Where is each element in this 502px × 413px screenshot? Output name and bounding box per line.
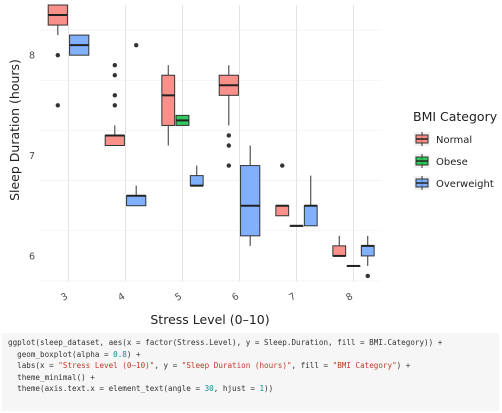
box-body (161, 74, 176, 126)
box-body (104, 134, 125, 147)
outlier-point (226, 163, 232, 168)
boxplot-obese-8 (346, 264, 361, 267)
code-line: theme_minimal() + (8, 372, 493, 384)
outlier-point (365, 273, 370, 279)
code-token: theme_minimal() + (8, 372, 95, 382)
code-token: , fill = (291, 361, 333, 371)
legend-items: Normal Obese Overweight (414, 132, 494, 190)
code-token: , hjust = (213, 384, 260, 394)
code-token: ) + (126, 349, 141, 359)
legend-label: Normal (436, 135, 472, 146)
outlier-point (226, 133, 232, 138)
code-token: labs(x = (8, 361, 59, 371)
x-tick-label: 3 (59, 291, 70, 304)
code-token: )) (264, 384, 274, 394)
x-axis-title: Stress Level (0–10) (150, 312, 269, 327)
box-body (332, 245, 347, 257)
code-token: 1 (259, 384, 265, 394)
outlier-point (112, 63, 118, 68)
boxplot-chart: 6 7 8 3 4 5 6 7 8 Stress Level (0–10) Sleep Dur… (7, 4, 498, 327)
box-body (303, 205, 318, 227)
legend-title: BMI Category (413, 109, 498, 124)
code-line: theme(axis.text.x = element_text(angle =… (8, 383, 493, 395)
x-tick-label: 5 (173, 291, 184, 304)
code-token: ) + (396, 361, 411, 371)
outlier-point (112, 103, 118, 108)
x-tick-label: 4 (116, 291, 127, 304)
boxplot-overweight-3 (69, 34, 90, 56)
code-token: , y = (154, 361, 182, 371)
outlier-point (55, 52, 61, 58)
boxplot-normal-7 (275, 163, 290, 217)
y-tick-label: 8 (29, 51, 35, 62)
code-line: ggplot(sleep_dataset, aes(x = factor(Str… (8, 337, 493, 349)
outlier-point (55, 103, 61, 108)
boxplot-overweight-5 (189, 165, 204, 187)
legend-item-overweight: Overweight (414, 176, 494, 190)
boxplot-obese-7 (289, 224, 304, 227)
x-tick-label: 7 (287, 291, 298, 304)
outlier-point (112, 93, 118, 98)
y-tick-label: 6 (29, 251, 35, 262)
x-tick-label: 6 (230, 291, 241, 304)
outlier-point (280, 163, 285, 168)
box-body (275, 205, 290, 217)
code-token: ggplot(sleep_dataset, aes(x = factor(Str… (8, 338, 443, 347)
code-line: geom_boxplot(alpha = 0.8) + (8, 349, 493, 361)
chart-canvas: 6 7 8 3 4 5 6 7 8 Stress Level (0–10) Sleep Dur… (7, 4, 498, 327)
box-marks (47, 4, 375, 279)
boxplot-overweight-7 (303, 175, 318, 227)
code-line: labs(x = "Stress Level (0–10)", y = "Sle… (8, 360, 493, 372)
code-token: "Stress Level (0–10)" (58, 361, 155, 371)
code-token: 0.8 (113, 349, 127, 359)
code-token: "Sleep Duration (hours)" (181, 361, 292, 371)
axes: 6 7 8 3 4 5 6 7 8 Stress Level (0–10) Sleep Dur… (7, 51, 355, 327)
outlier-point (112, 73, 118, 78)
boxplot-normal-8 (332, 235, 347, 257)
code-block: ggplot(sleep_dataset, aes(x = factor(Str… (2, 333, 499, 411)
y-tick-labels: 6 7 8 (29, 51, 35, 263)
legend-item-normal: Normal (414, 132, 472, 146)
y-tick-label: 7 (29, 151, 35, 162)
legend-label: Obese (436, 157, 468, 168)
code-token: theme(axis.text.x = element_text(angle = (8, 384, 205, 394)
code-token: geom_boxplot(alpha = (8, 349, 114, 359)
boxplot-overweight-8 (360, 235, 375, 279)
boxplot-normal-3 (47, 4, 68, 108)
box-body (126, 195, 147, 207)
y-axis-title: Sleep Duration (hours) (7, 59, 22, 201)
boxplot-overweight-4 (126, 42, 147, 207)
outlier-point (226, 143, 232, 148)
legend-item-obese: Obese (414, 154, 468, 168)
box-body (360, 245, 375, 257)
boxplot-obese-5 (175, 114, 190, 126)
x-tick-label: 8 (344, 291, 355, 304)
code-token: 30 (204, 384, 214, 394)
boxplot-overweight-6 (240, 145, 261, 246)
boxplot-normal-5 (161, 65, 176, 146)
boxplot-normal-4 (104, 63, 125, 147)
box-body (189, 175, 204, 187)
legend: BMI Category Normal Obese Overweight (413, 109, 498, 190)
x-tick-labels: 3 4 5 6 7 8 (59, 291, 355, 304)
grid-lines (40, 5, 382, 282)
boxplot-normal-6 (218, 65, 239, 168)
code-token: "BMI Category" (332, 361, 397, 371)
box-body (240, 165, 261, 237)
outlier-point (133, 42, 139, 48)
legend-label: Overweight (436, 179, 494, 190)
